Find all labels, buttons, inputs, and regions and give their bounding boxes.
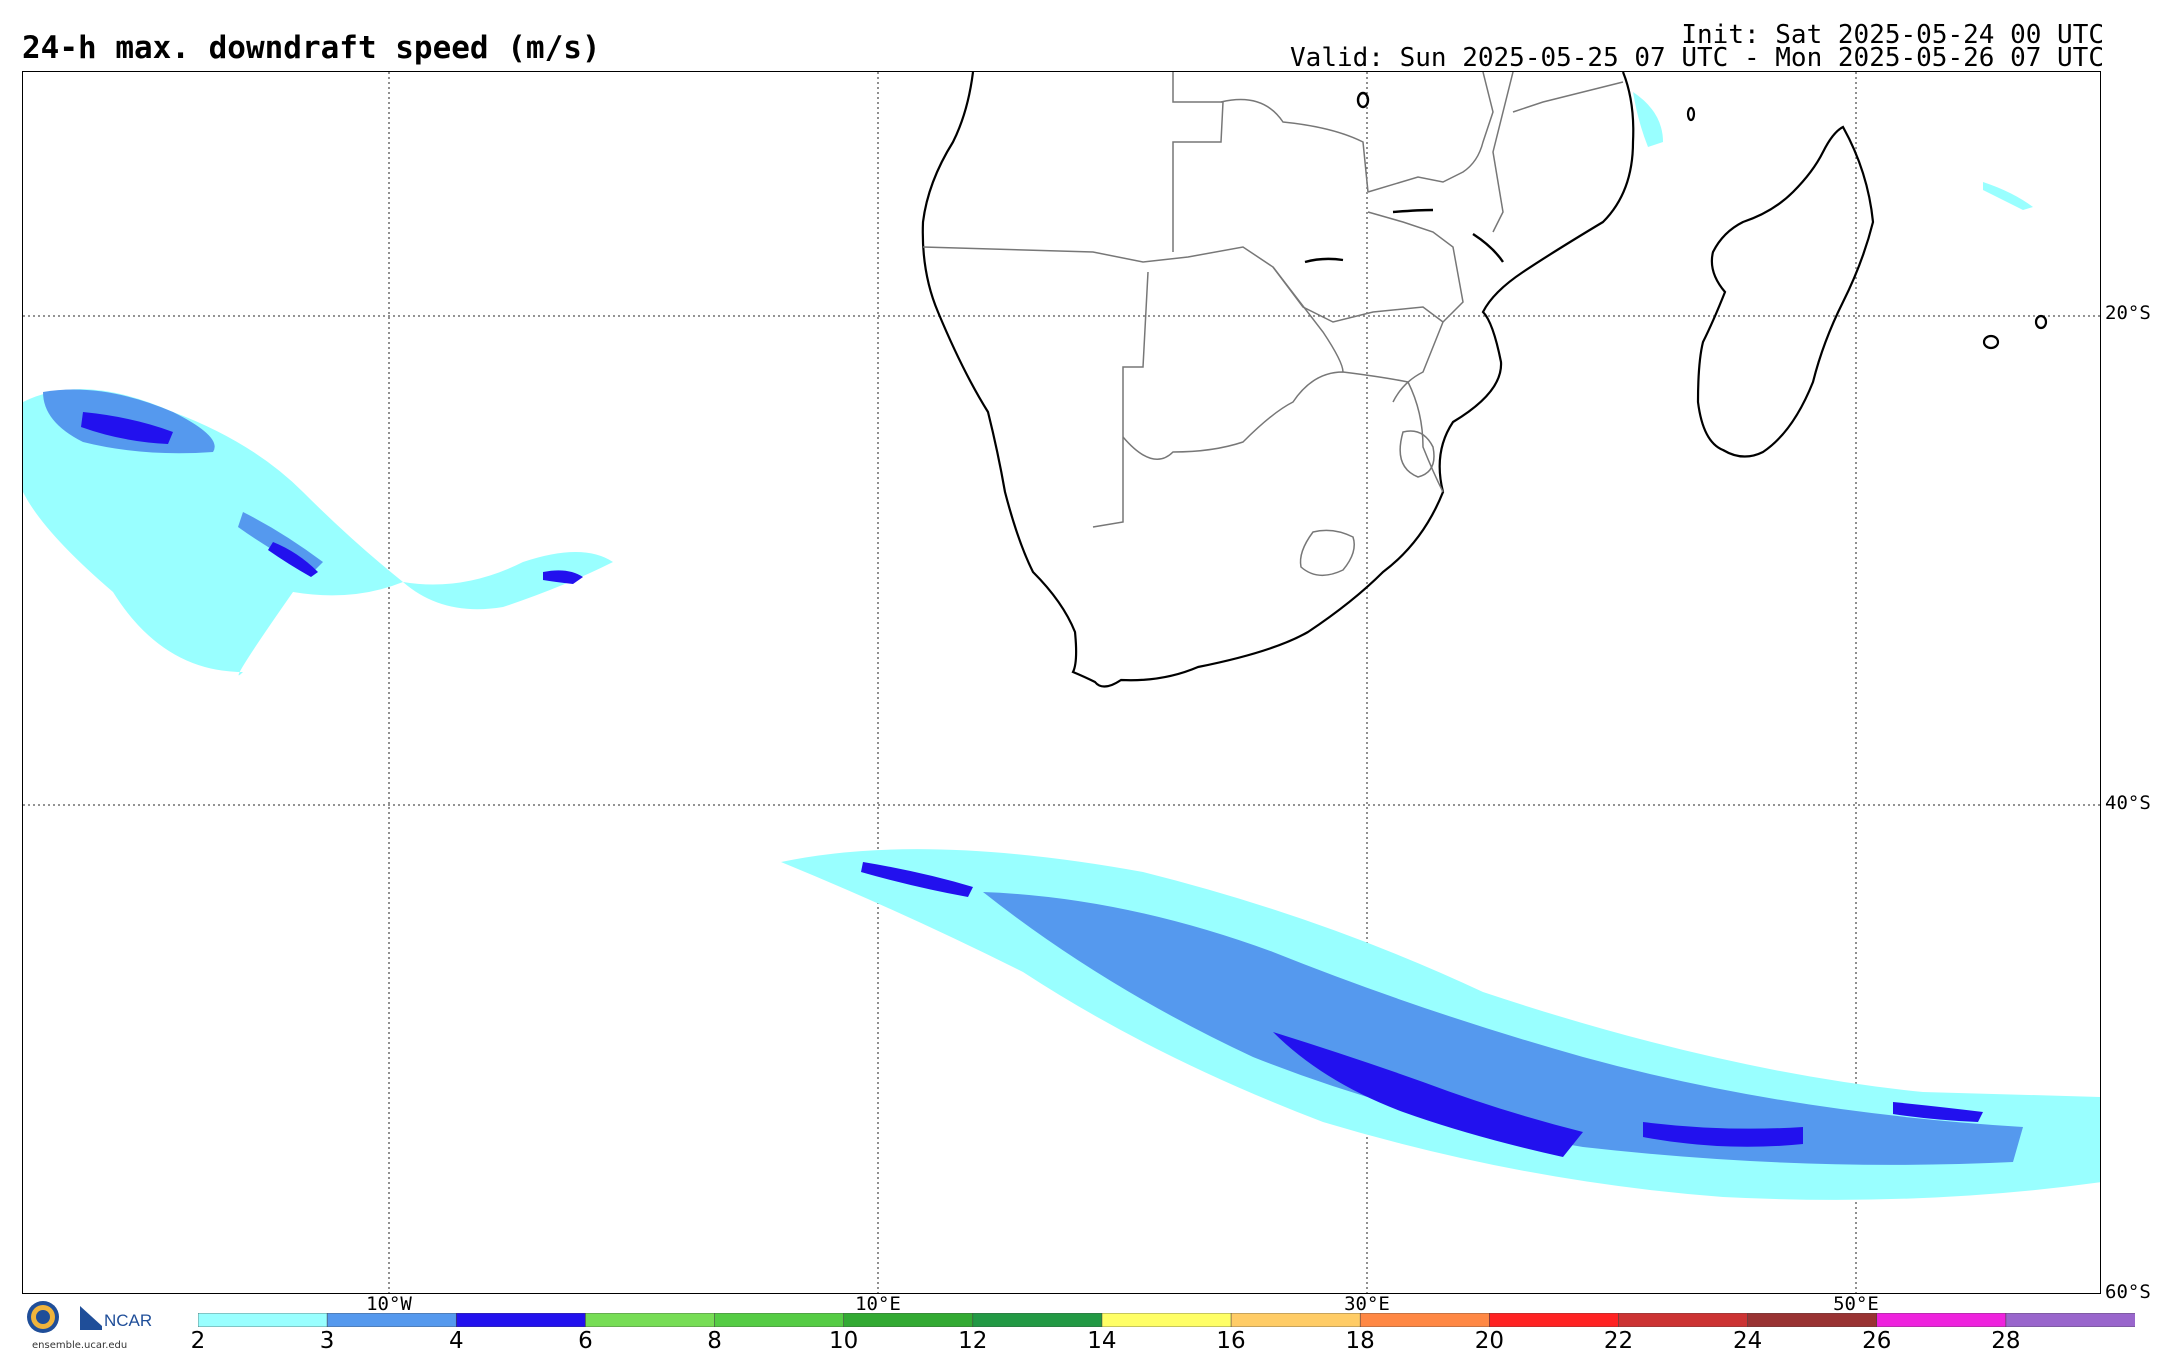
country-borders <box>922 72 1624 576</box>
colorbar-swatch <box>1876 1313 2007 1327</box>
colorbar-tick-label: 16 <box>1216 1328 1246 1354</box>
colorbar-swatch <box>1359 1313 1491 1327</box>
colorbar-swatch <box>585 1313 716 1327</box>
colorbar-tick-label: 22 <box>1603 1328 1634 1354</box>
lakes <box>1304 91 1504 264</box>
downdraft-cluster-atlantic <box>23 389 613 676</box>
downdraft-specks-indian-ocean <box>1633 92 2033 210</box>
colorbar-tick-label: 20 <box>1474 1328 1504 1354</box>
valid-time: Valid: Sun 2025-05-25 07 UTC - Mon 2025-… <box>1290 43 2104 73</box>
colorbar-swatch <box>1489 1313 1620 1327</box>
map-panel <box>22 71 2101 1294</box>
ncar-logo-icon: NCAR <box>80 1306 152 1330</box>
colorbar-tick-label: 12 <box>958 1328 988 1354</box>
lon-label-10e: 10°E <box>855 1293 901 1315</box>
colorbar-swatch <box>1618 1313 1749 1327</box>
colorbar-tick-label: 4 <box>448 1328 464 1354</box>
colorbar-swatch <box>1747 1313 1878 1327</box>
lat-label-40s: 40°S <box>2105 792 2151 814</box>
colorbar-swatch <box>714 1313 845 1327</box>
colorbar-tick-label: 24 <box>1732 1328 1763 1354</box>
colorbar-tick-label: 2 <box>190 1328 206 1354</box>
colorbar-tick-label: 28 <box>1991 1328 2021 1354</box>
lon-label-50e: 50°E <box>1833 1293 1879 1315</box>
colorbar-swatch <box>198 1313 328 1327</box>
map-canvas <box>23 72 2100 1293</box>
colorbar-swatch <box>972 1313 1103 1327</box>
colorbar-tick-label: 26 <box>1862 1328 1892 1354</box>
colorbar-tick-label: 10 <box>829 1328 859 1354</box>
colorbar-tick-label: 8 <box>707 1328 722 1354</box>
lat-label-60s: 60°S <box>2105 1281 2151 1303</box>
lat-label-20s: 20°S <box>2105 302 2151 324</box>
colorbar-tick-label: 3 <box>319 1328 335 1354</box>
colorbar-tick-label: 18 <box>1345 1328 1375 1354</box>
coastline-africa <box>921 72 1635 688</box>
lon-label-10w: 10°W <box>366 1293 412 1315</box>
colorbar-swatch <box>1230 1313 1361 1327</box>
colorbar <box>198 1313 2135 1327</box>
colorbar-swatch <box>455 1313 587 1327</box>
colorbar-tick-label: 6 <box>578 1328 593 1354</box>
coastline-madagascar <box>1686 106 2048 458</box>
init-time: Init: Sat 2025-05-24 00 UTC <box>1681 20 2104 50</box>
colorbar-swatch <box>843 1313 974 1327</box>
colorbar-swatch <box>326 1313 458 1327</box>
svg-text:NCAR: NCAR <box>104 1311 152 1330</box>
map-title: 24-h max. downdraft speed (m/s) <box>22 30 601 66</box>
colorbar-tick-label: 14 <box>1087 1328 1117 1354</box>
downdraft-band-southern-ocean <box>781 849 2100 1200</box>
colorbar-swatch <box>1101 1313 1232 1327</box>
ensemble-url: ensemble.ucar.edu <box>32 1340 128 1351</box>
lon-label-30e: 30°E <box>1344 1293 1390 1315</box>
nsf-logo-icon <box>27 1301 59 1333</box>
colorbar-swatch <box>2005 1313 2135 1327</box>
graticule <box>23 72 2100 1293</box>
